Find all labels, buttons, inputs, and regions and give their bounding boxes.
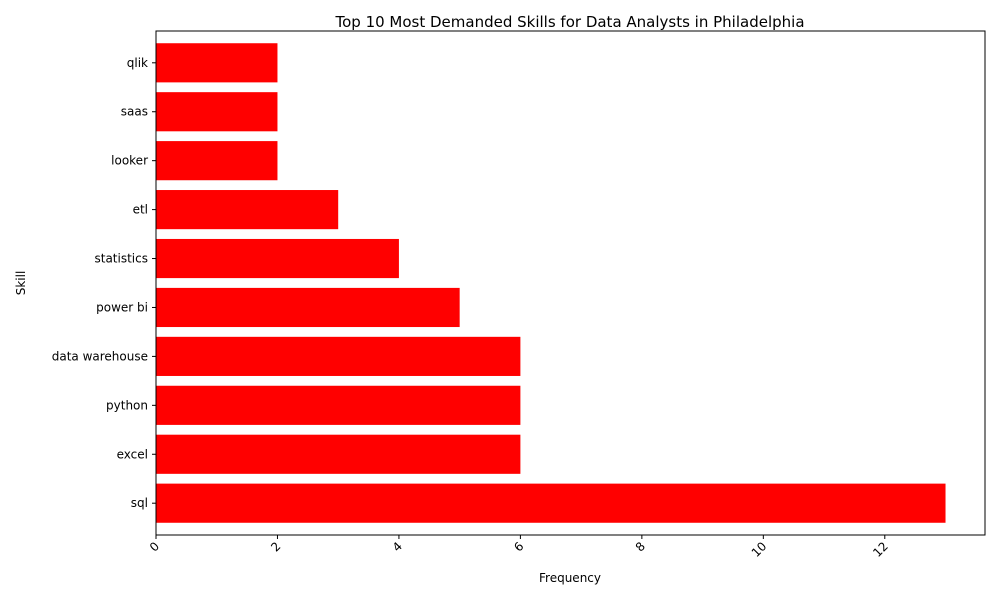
bar-etl <box>156 190 339 230</box>
y-tick-group: sql excel python data warehouse power bi stat… <box>52 56 156 510</box>
bar-data-warehouse <box>156 336 521 376</box>
bar-python <box>156 385 521 425</box>
x-tick-label: 2 <box>268 539 283 554</box>
bar-statistics <box>156 238 399 279</box>
y-tick-label: saas <box>121 105 148 119</box>
x-tick-group: 0 2 4 6 8 10 12 <box>147 535 891 560</box>
x-tick-label: 6 <box>511 539 526 554</box>
bar-sql <box>156 483 946 523</box>
plot-frame <box>155 30 986 536</box>
bar-power-bi <box>156 287 460 328</box>
bar-looker <box>156 141 278 181</box>
bars-group <box>156 43 946 523</box>
x-axis-label: Frequency <box>539 571 601 585</box>
y-tick-label: data warehouse <box>52 349 148 363</box>
y-tick-label: qlik <box>127 56 148 70</box>
y-tick-label: sql <box>131 496 148 510</box>
y-tick-label: excel <box>117 447 148 461</box>
y-tick-label: statistics <box>95 252 149 266</box>
bar-excel <box>156 434 521 474</box>
x-tick-label: 8 <box>633 539 648 554</box>
x-tick-label: 0 <box>147 539 162 554</box>
bar-qlik <box>156 43 278 83</box>
x-tick-label: 4 <box>390 539 405 554</box>
x-tick-label: 12 <box>870 539 891 560</box>
y-axis-label: Skill <box>14 271 28 296</box>
y-tick-label: etl <box>133 203 148 217</box>
x-tick-label: 10 <box>749 539 770 560</box>
bar-saas <box>156 92 278 132</box>
chart-title: Top 10 Most Demanded Skills for Data Ana… <box>334 13 804 31</box>
y-tick-label: power bi <box>96 300 148 314</box>
y-tick-label: looker <box>111 154 148 168</box>
y-tick-label: python <box>106 398 148 412</box>
